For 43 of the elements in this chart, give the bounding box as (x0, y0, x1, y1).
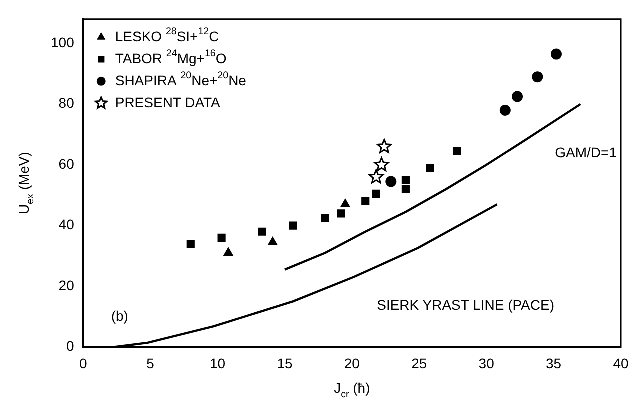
x-tick-label: 25 (412, 355, 428, 372)
point (368, 169, 384, 184)
x-tick-label: 20 (344, 355, 360, 372)
point (362, 197, 370, 206)
point (512, 91, 524, 102)
annotation: SIERK YRAST LINE (PACE) (377, 297, 554, 314)
y-tick-label: 100 (51, 34, 75, 51)
x-tick-label: 0 (79, 355, 88, 372)
point (372, 190, 380, 198)
point (186, 240, 195, 248)
y-tick-label: 60 (58, 156, 75, 172)
point (377, 139, 392, 154)
point (289, 222, 298, 230)
annotation: GAM/D=1 (555, 144, 618, 161)
x-tick-label: 35 (546, 355, 562, 372)
point (550, 48, 562, 60)
y-tick-label: 0 (66, 338, 75, 354)
y-tick-label: 20 (58, 277, 75, 294)
annotation: (b) (111, 308, 128, 324)
x-tick-label: 40 (613, 355, 629, 372)
point (224, 248, 234, 256)
y-axis-title: Uex (MeV) (16, 152, 37, 215)
y-tick-label: 80 (58, 95, 75, 112)
point (374, 157, 390, 172)
y-tick-label: 40 (58, 216, 75, 233)
point (218, 234, 226, 242)
point (386, 176, 397, 188)
x-tick-label: 10 (210, 355, 226, 372)
point (452, 147, 462, 156)
x-tick-label: 5 (146, 355, 155, 372)
point (426, 164, 434, 172)
point (500, 104, 511, 116)
point (340, 199, 350, 208)
x-tick-label: 15 (277, 355, 293, 372)
point (402, 176, 410, 184)
x-tick-label: 30 (478, 355, 495, 372)
point (337, 210, 346, 218)
point (268, 236, 278, 246)
point (321, 214, 330, 222)
legend-label: PRESENT DATA (115, 94, 222, 110)
point (402, 185, 410, 194)
point (532, 72, 544, 83)
point (258, 228, 266, 236)
